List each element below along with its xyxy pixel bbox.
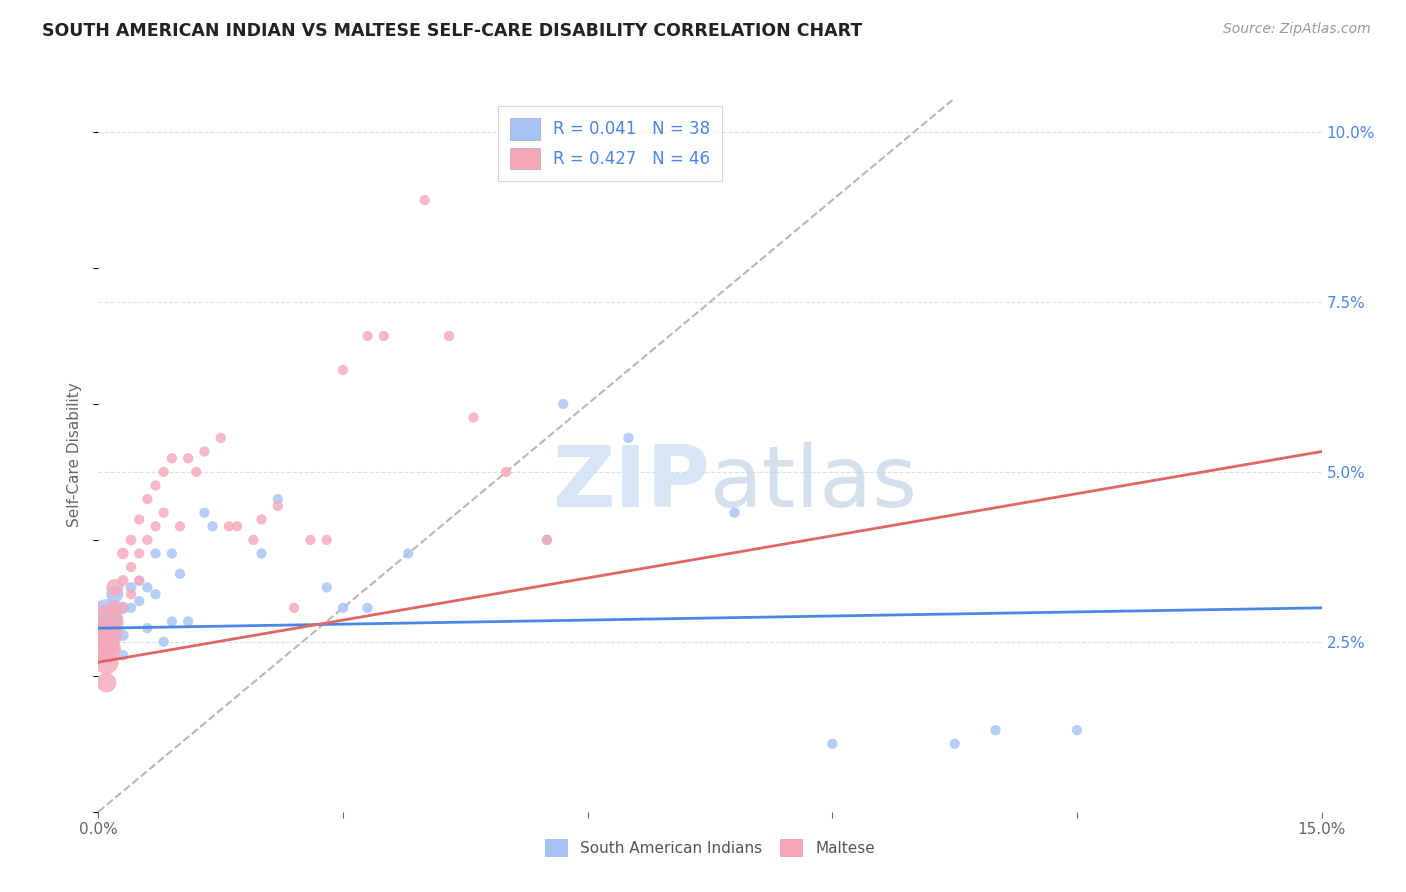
Point: [1066, 723, 1088, 738]
Point: [145, 519, 167, 533]
Point: [396, 546, 419, 560]
Point: [104, 587, 127, 601]
Point: [437, 329, 460, 343]
Text: ZIP: ZIP: [553, 442, 710, 525]
Point: [536, 533, 558, 547]
Point: [111, 546, 134, 560]
Text: SOUTH AMERICAN INDIAN VS MALTESE SELF-CARE DISABILITY CORRELATION CHART: SOUTH AMERICAN INDIAN VS MALTESE SELF-CA…: [42, 22, 862, 40]
Point: [111, 574, 134, 588]
Point: [193, 444, 215, 458]
Point: [283, 600, 305, 615]
Point: [128, 574, 150, 588]
Point: [152, 506, 174, 520]
Point: [96, 607, 118, 622]
Point: [299, 533, 322, 547]
Point: [356, 600, 378, 615]
Point: [96, 675, 118, 690]
Point: [96, 615, 118, 629]
Point: [169, 566, 191, 581]
Point: [120, 581, 142, 595]
Point: [120, 600, 142, 615]
Point: [96, 621, 118, 635]
Point: [821, 737, 844, 751]
Point: [943, 737, 966, 751]
Point: [96, 635, 118, 649]
Point: [332, 363, 354, 377]
Point: [332, 600, 354, 615]
Point: [356, 329, 378, 343]
Point: [96, 628, 118, 642]
Point: [136, 621, 159, 635]
Point: [136, 492, 159, 507]
Point: [267, 492, 290, 507]
Point: [96, 641, 118, 656]
Point: [104, 628, 127, 642]
Point: [145, 478, 167, 492]
Point: [104, 615, 127, 629]
Point: [120, 587, 142, 601]
Point: [128, 594, 150, 608]
Point: [128, 574, 150, 588]
Y-axis label: Self-Care Disability: Self-Care Disability: [67, 383, 83, 527]
Point: [413, 193, 436, 207]
Point: [177, 615, 200, 629]
Point: [267, 499, 290, 513]
Point: [160, 451, 183, 466]
Point: [617, 431, 640, 445]
Point: [201, 519, 224, 533]
Point: [218, 519, 240, 533]
Point: [226, 519, 249, 533]
Point: [186, 465, 208, 479]
Legend: South American Indians, Maltese: South American Indians, Maltese: [537, 832, 883, 864]
Point: [315, 581, 337, 595]
Point: [177, 451, 200, 466]
Point: [111, 600, 134, 615]
Point: [104, 621, 127, 635]
Point: [984, 723, 1007, 738]
Point: [160, 546, 183, 560]
Point: [111, 600, 134, 615]
Point: [104, 641, 127, 656]
Point: [193, 506, 215, 520]
Point: [315, 533, 337, 547]
Point: [136, 581, 159, 595]
Point: [128, 546, 150, 560]
Point: [111, 648, 134, 663]
Point: [120, 533, 142, 547]
Point: [136, 533, 159, 547]
Point: [104, 600, 127, 615]
Point: [145, 587, 167, 601]
Point: [120, 560, 142, 574]
Point: [169, 519, 191, 533]
Text: Source: ZipAtlas.com: Source: ZipAtlas.com: [1223, 22, 1371, 37]
Point: [128, 512, 150, 526]
Point: [373, 329, 395, 343]
Point: [495, 465, 517, 479]
Point: [463, 410, 485, 425]
Point: [152, 635, 174, 649]
Point: [250, 512, 273, 526]
Point: [160, 615, 183, 629]
Point: [536, 533, 558, 547]
Point: [111, 628, 134, 642]
Point: [250, 546, 273, 560]
Point: [723, 506, 745, 520]
Point: [209, 431, 232, 445]
Point: [553, 397, 575, 411]
Point: [145, 546, 167, 560]
Point: [104, 581, 127, 595]
Point: [152, 465, 174, 479]
Point: [242, 533, 264, 547]
Text: atlas: atlas: [710, 442, 918, 525]
Point: [96, 655, 118, 669]
